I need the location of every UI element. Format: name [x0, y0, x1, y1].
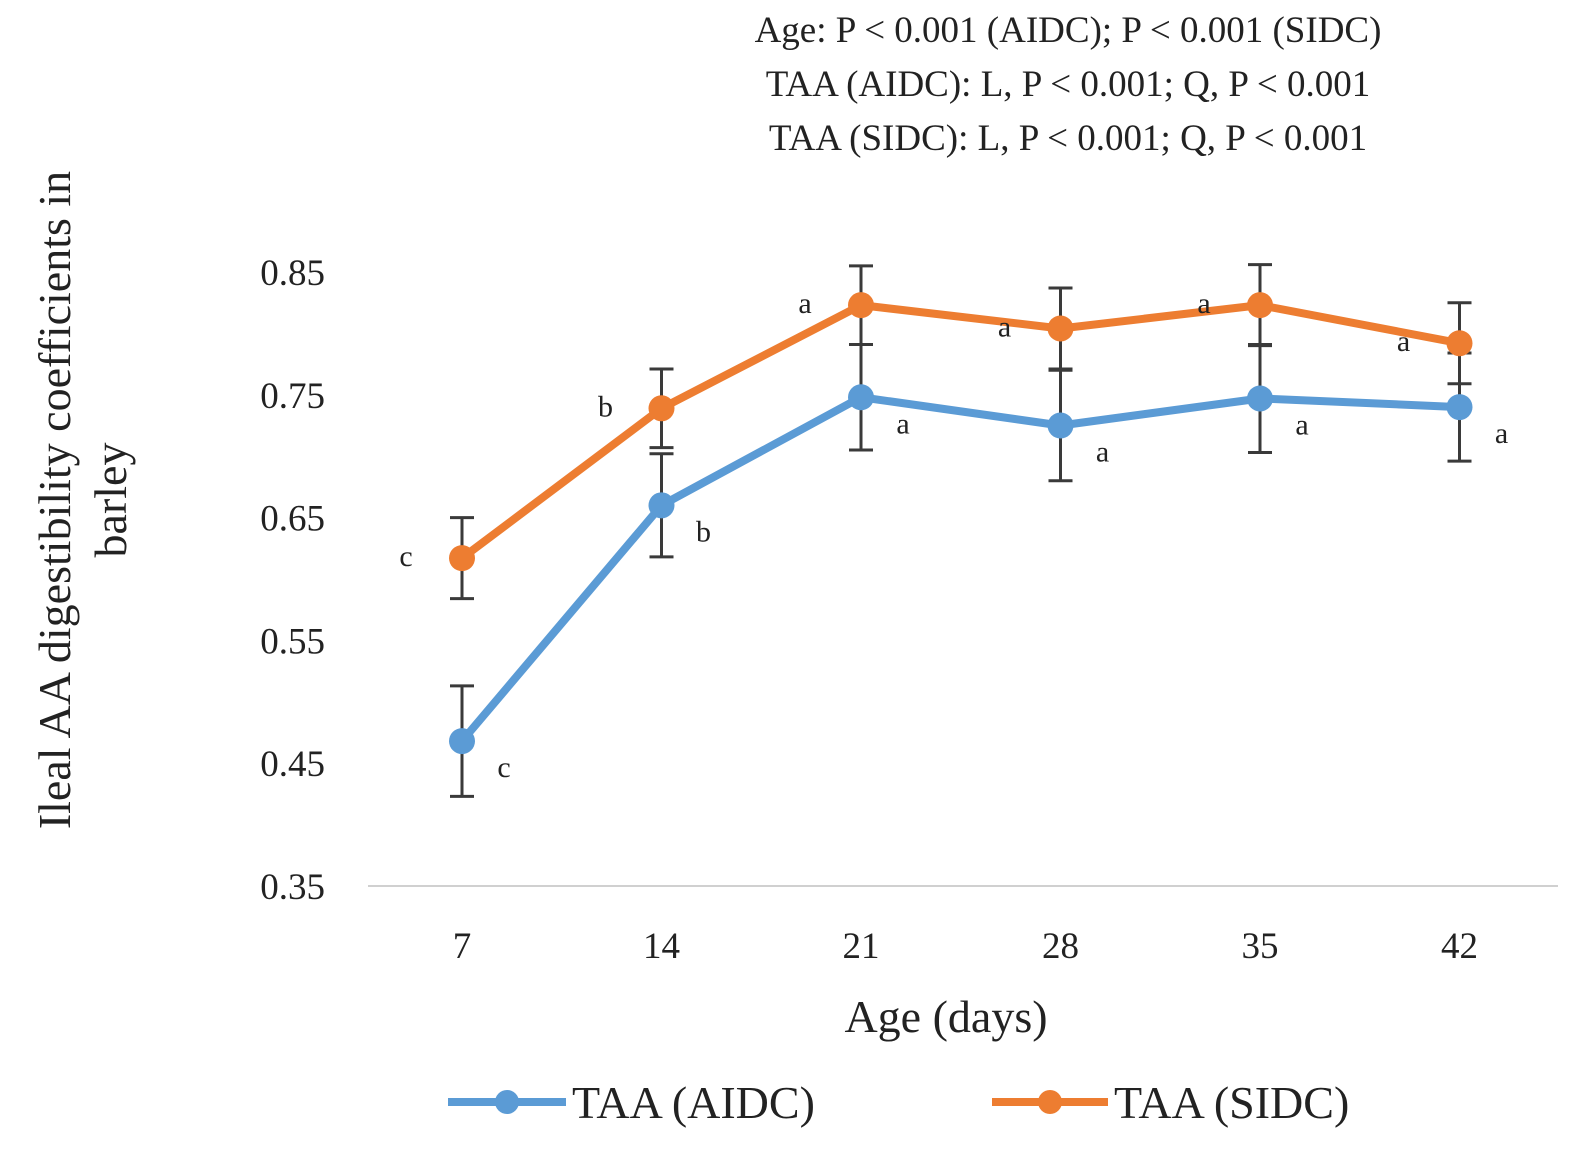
data-point-sidc — [449, 545, 475, 572]
y-tick-label: 0.85 — [260, 253, 325, 294]
stat-line-age: Age: P < 0.001 (AIDC); P < 0.001 (SIDC) — [755, 10, 1382, 51]
x-tick-label: 21 — [843, 926, 880, 967]
y-axis-title-line-1: Ileal AA digestibility coefficients in — [29, 171, 80, 829]
legend-swatch-sidc-marker — [1038, 1090, 1062, 1114]
sig-letter-sidc: a — [998, 310, 1011, 343]
data-point-aidc — [449, 728, 475, 755]
sig-letter-aidc: a — [1495, 417, 1508, 450]
data-point-sidc — [1446, 330, 1473, 357]
sig-letter-aidc: b — [696, 515, 711, 548]
y-axis-title-line-2: barley — [85, 443, 136, 558]
legend-swatch-aidc-marker — [495, 1090, 519, 1114]
y-axis-title: Ileal AA digestibility coefficients in b… — [29, 171, 136, 829]
series-sidc: c b a a a a — [399, 263, 1473, 601]
sig-letter-sidc: a — [1397, 325, 1410, 358]
sig-letter-aidc: c — [497, 751, 510, 784]
x-tick-label: 7 — [453, 926, 472, 967]
data-point-sidc — [848, 292, 874, 319]
series-aidc: c b a a a a — [449, 342, 1508, 798]
stat-line-aidc: TAA (AIDC): L, P < 0.001; Q, P < 0.001 — [766, 64, 1370, 105]
data-point-aidc — [1446, 394, 1473, 421]
data-point-sidc — [1247, 292, 1273, 319]
sig-letter-sidc: a — [798, 287, 811, 320]
stat-line-sidc: TAA (SIDC): L, P < 0.001; Q, P < 0.001 — [769, 118, 1367, 159]
legend-label-sidc: TAA (SIDC) — [1114, 1077, 1349, 1128]
y-tick-label: 0.65 — [260, 499, 325, 540]
sig-letter-aidc: a — [1295, 408, 1308, 441]
series-layer: c b a a a a c b a a a a — [399, 263, 1508, 798]
data-point-aidc — [648, 492, 675, 519]
y-tick-label: 0.75 — [260, 376, 325, 417]
x-tick-label: 35 — [1242, 926, 1279, 967]
y-tick-label: 0.55 — [260, 621, 325, 662]
data-point-aidc — [848, 384, 874, 411]
y-tick-label: 0.35 — [260, 867, 325, 908]
series-line-sidc — [458, 301, 1464, 563]
x-tick-label: 28 — [1042, 926, 1079, 967]
sig-letter-sidc: b — [598, 390, 613, 423]
x-axis-title: Age (days) — [844, 991, 1047, 1042]
series-line-aidc — [458, 393, 1464, 746]
data-point-aidc — [1047, 412, 1074, 439]
x-ticks: 7 14 21 28 35 42 — [453, 926, 1478, 967]
x-tick-label: 14 — [643, 926, 680, 967]
sig-letter-aidc: a — [1096, 436, 1109, 469]
legend-label-aidc: TAA (AIDC) — [572, 1077, 815, 1128]
sig-letter-sidc: a — [1197, 287, 1210, 320]
sig-letter-sidc: c — [399, 540, 412, 573]
data-point-sidc — [648, 395, 675, 422]
data-point-sidc — [1047, 315, 1074, 342]
x-tick-label: 42 — [1441, 926, 1478, 967]
y-ticks: 0.85 0.75 0.65 0.55 0.45 0.35 — [260, 253, 325, 908]
sig-letter-aidc: a — [896, 407, 909, 440]
data-point-aidc — [1247, 385, 1273, 412]
legend: TAA (AIDC) TAA (SIDC) — [448, 1077, 1349, 1128]
y-tick-label: 0.45 — [260, 744, 325, 785]
